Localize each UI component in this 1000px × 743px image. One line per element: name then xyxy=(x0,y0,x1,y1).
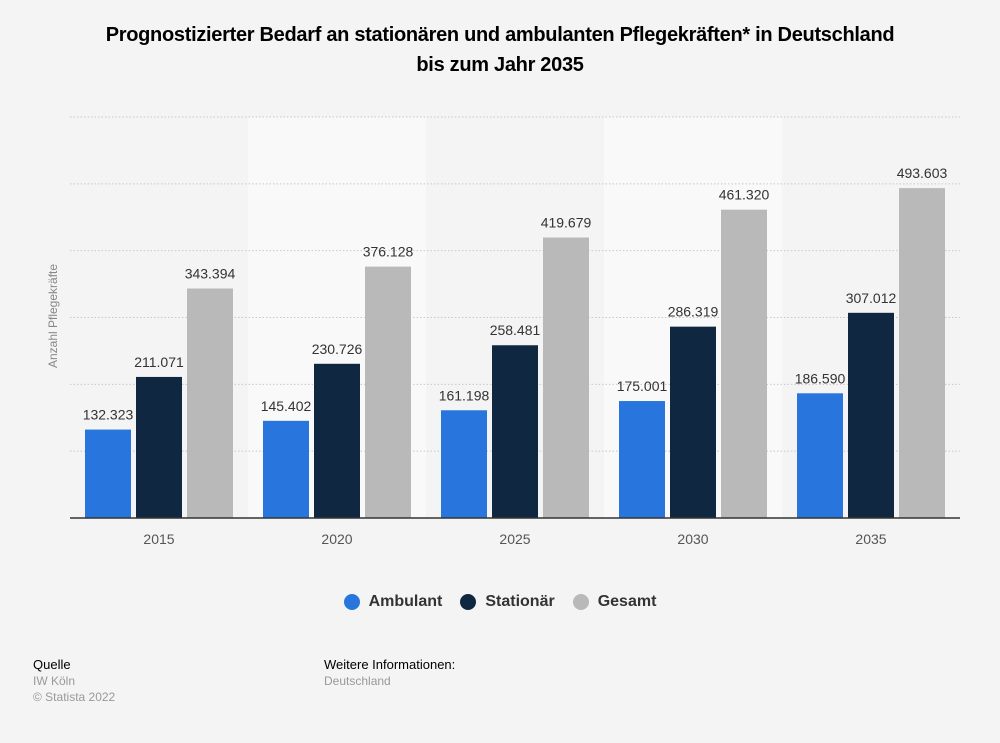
chart-title-line-2: bis zum Jahr 2035 xyxy=(416,54,584,76)
data-label: 132.323 xyxy=(83,407,134,423)
data-label: 307.012 xyxy=(846,290,897,306)
data-label: 145.402 xyxy=(261,398,312,414)
data-label: 461.320 xyxy=(719,187,770,203)
bar-ambulant-2025[interactable] xyxy=(441,410,487,518)
data-label: 230.726 xyxy=(312,341,363,357)
legend-item-gesamt[interactable]: Gesamt xyxy=(572,593,657,611)
x-tick-label: 2015 xyxy=(143,531,174,547)
chart-title: Prognostizierter Bedarf an stationären u… xyxy=(0,20,1000,80)
data-labels: 132.323 211.071 343.394 145.402 230.726 376.1… xyxy=(83,165,948,422)
data-label: 175.001 xyxy=(617,378,668,394)
bar-stationaer-2020[interactable] xyxy=(314,363,360,518)
data-label: 419.679 xyxy=(541,215,592,231)
bar-stationaer-2035[interactable] xyxy=(848,312,894,518)
legend-item-ambulant[interactable]: Ambulant xyxy=(343,593,443,611)
bars xyxy=(85,188,945,519)
source-heading: Quelle xyxy=(33,657,71,672)
legend-label: Ambulant xyxy=(368,593,443,610)
legend-marker-ambulant xyxy=(343,594,360,610)
info-heading: Weitere Informationen: xyxy=(324,657,456,672)
legend-marker-gesamt xyxy=(572,594,589,610)
bar-ambulant-2035[interactable] xyxy=(797,393,843,518)
x-tick-label: 2020 xyxy=(321,531,352,547)
legend-label: Gesamt xyxy=(597,593,657,610)
chart-title-line-1: Prognostizierter Bedarf an stationären u… xyxy=(105,24,895,46)
x-tick-label: 2030 xyxy=(677,531,708,547)
x-tick-label: 2035 xyxy=(855,531,886,547)
legend: Ambulant Stationär Gesamt xyxy=(0,593,1000,611)
bar-gesamt-2035[interactable] xyxy=(899,188,945,519)
legend-marker-stationaer xyxy=(460,594,477,610)
y-axis-label: Anzahl Pflegekräfte xyxy=(46,263,60,369)
bar-ambulant-2020[interactable] xyxy=(263,420,309,518)
data-label: 161.198 xyxy=(439,387,490,403)
data-label: 258.481 xyxy=(490,322,541,338)
bar-stationaer-2025[interactable] xyxy=(492,345,538,518)
source-block: Quelle IW Köln © Statista 2022 xyxy=(33,657,115,705)
bar-stationaer-2030[interactable] xyxy=(670,326,716,518)
bar-gesamt-2015[interactable] xyxy=(187,288,233,518)
x-tick-label: 2025 xyxy=(499,531,530,547)
data-label: 376.128 xyxy=(363,244,414,260)
bar-ambulant-2030[interactable] xyxy=(619,401,665,518)
x-tick-labels: 2015 2020 2025 2030 2035 xyxy=(143,531,886,547)
info-region[interactable]: Deutschland xyxy=(324,674,391,688)
info-block: Weitere Informationen: Deutschland xyxy=(324,657,455,689)
data-label: 493.603 xyxy=(897,165,948,181)
copyright: © Statista 2022 xyxy=(33,690,116,704)
bar-gesamt-2030[interactable] xyxy=(721,209,767,519)
bar-chart: 132.323 211.071 343.394 145.402 230.726 376.1… xyxy=(70,116,960,547)
data-label: 286.319 xyxy=(668,304,719,320)
bar-gesamt-2020[interactable] xyxy=(365,266,411,518)
bar-ambulant-2015[interactable] xyxy=(85,429,131,518)
data-label: 343.394 xyxy=(185,265,236,281)
legend-label: Stationär xyxy=(485,593,555,610)
source-name[interactable]: IW Köln xyxy=(33,674,76,688)
data-label: 211.071 xyxy=(134,354,184,370)
bar-gesamt-2025[interactable] xyxy=(543,237,589,519)
bar-stationaer-2015[interactable] xyxy=(136,376,182,518)
data-label: 186.590 xyxy=(795,370,846,386)
legend-item-stationaer[interactable]: Stationär xyxy=(460,593,555,611)
